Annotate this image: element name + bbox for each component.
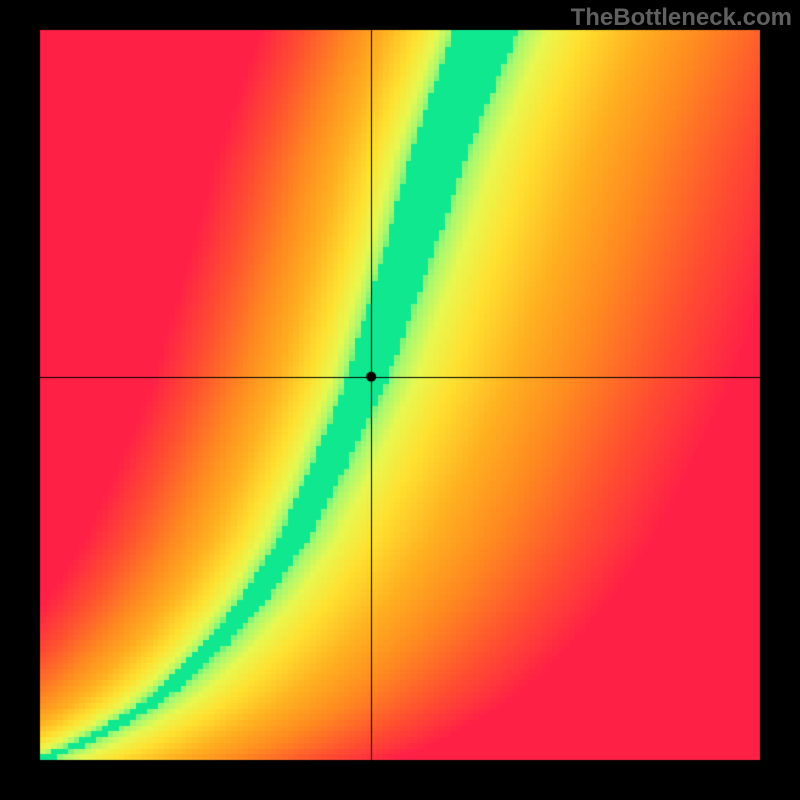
- heatmap-canvas: [0, 0, 800, 800]
- chart-container: TheBottleneck.com: [0, 0, 800, 800]
- watermark-text: TheBottleneck.com: [571, 4, 792, 32]
